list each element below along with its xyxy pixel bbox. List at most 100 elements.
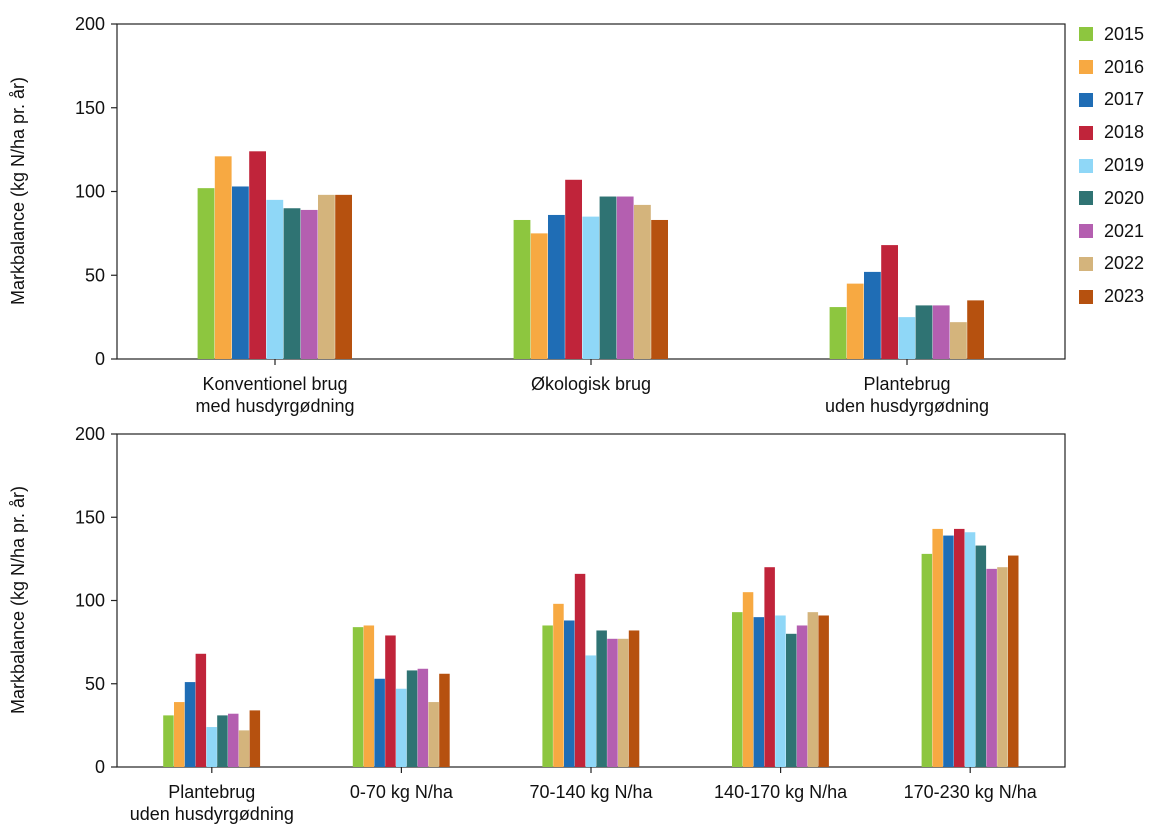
bar-2022 — [238, 730, 250, 767]
bar-2020 — [406, 670, 418, 767]
legend-swatch — [1079, 60, 1093, 75]
x-tick-label: 70-140 kg N/ha — [529, 782, 653, 802]
y-tick-label: 50 — [85, 674, 105, 694]
bar-2019 — [582, 216, 600, 359]
bar-2022 — [807, 612, 819, 767]
legend-item: 2017 — [1079, 84, 1149, 117]
bar-2016 — [174, 702, 185, 767]
x-tick-label: Konventionel brug — [202, 374, 347, 394]
bar-2015 — [921, 553, 933, 767]
bar-2019 — [964, 532, 976, 767]
bar-2016 — [742, 592, 754, 767]
bar-2020 — [217, 715, 228, 767]
legend-swatch — [1079, 256, 1093, 271]
bar-2021 — [607, 638, 618, 767]
bar-2018 — [881, 245, 898, 359]
bar-2016 — [846, 283, 864, 359]
bar-2017 — [374, 678, 385, 767]
bar-2015 — [163, 715, 174, 767]
bar-2018 — [565, 179, 582, 359]
bar-2017 — [864, 271, 881, 359]
x-tick-label: 0-70 kg N/ha — [350, 782, 454, 802]
legend-label: 2017 — [1104, 89, 1145, 110]
x-tick-label: med husdyrgødning — [195, 396, 354, 416]
y-tick-label: 150 — [75, 507, 105, 527]
bar-2023 — [439, 673, 450, 767]
y-tick-label: 200 — [75, 14, 105, 34]
bar-2023 — [967, 300, 984, 359]
bar-2020 — [786, 633, 797, 767]
legend-item: 2015 — [1079, 18, 1149, 51]
legend-item: 2020 — [1079, 182, 1149, 215]
legend-item: 2023 — [1079, 280, 1149, 313]
bottom-bar-chart: 0 50 100 150 200 Markbalance (kg N/ha pr. år)… — [8, 424, 1066, 824]
bar-2021 — [417, 668, 429, 767]
bar-2023 — [818, 615, 829, 767]
chart-legend: 2015 2016 2017 2018 2019 2020 2021 2022 2023 — [1079, 18, 1149, 313]
legend-label: 2015 — [1104, 23, 1145, 44]
bar-2022 — [618, 638, 629, 767]
bar-2018 — [764, 567, 775, 767]
bar-2017 — [232, 186, 249, 359]
bar-2021 — [932, 305, 950, 359]
bar-2020 — [599, 196, 617, 359]
x-tick-label: uden husdyrgødning — [130, 804, 294, 824]
bar-2015 — [542, 625, 553, 767]
x-tick-label: 170-230 kg N/ha — [904, 782, 1038, 802]
bar-2015 — [829, 307, 847, 359]
bar-2020 — [915, 305, 933, 359]
legend-item: 2021 — [1079, 215, 1149, 248]
legend-label: 2020 — [1104, 187, 1145, 208]
legend-label: 2019 — [1104, 155, 1145, 176]
bar-2018 — [954, 528, 965, 767]
y-tick-label: 100 — [75, 591, 105, 611]
bar-2017 — [943, 535, 954, 767]
bar-2016 — [553, 603, 564, 767]
bar-2020 — [283, 208, 301, 359]
legend-label: 2022 — [1104, 253, 1145, 274]
y-tick-label: 50 — [85, 265, 105, 285]
legend-swatch — [1079, 125, 1093, 140]
bar-2016 — [214, 156, 232, 359]
y-tick-label: 100 — [75, 182, 105, 202]
bar-2021 — [228, 713, 239, 767]
bar-2016 — [932, 528, 943, 767]
bar-2017 — [184, 682, 196, 767]
bar-2016 — [530, 233, 548, 359]
legend-item: 2018 — [1079, 116, 1149, 149]
bar-2018 — [385, 635, 396, 767]
y-axis-label: Markbalance (kg N/ha pr. år) — [8, 486, 28, 714]
legend-label: 2021 — [1104, 220, 1145, 241]
bar-2023 — [651, 219, 668, 359]
bar-2015 — [197, 188, 215, 359]
bar-2022 — [428, 702, 439, 767]
bar-2022 — [634, 204, 651, 359]
y-axis-label: Markbalance (kg N/ha pr. år) — [8, 77, 28, 305]
bar-2021 — [300, 209, 318, 359]
bar-2016 — [363, 625, 375, 767]
bar-2015 — [352, 627, 364, 767]
bar-2015 — [513, 219, 531, 359]
bar-2023 — [249, 710, 261, 767]
legend-swatch — [1079, 158, 1093, 173]
x-tick-label: Plantebrug — [168, 782, 255, 802]
legend-item: 2016 — [1079, 51, 1149, 84]
bar-2020 — [975, 545, 987, 767]
bar-2017 — [564, 620, 575, 767]
y-tick-label: 200 — [75, 424, 105, 444]
bar-2021 — [796, 625, 808, 767]
bar-2022 — [950, 322, 967, 359]
bar-2019 — [775, 615, 786, 767]
bar-2018 — [249, 151, 266, 359]
legend-swatch — [1079, 224, 1093, 239]
bar-2019 — [266, 199, 284, 359]
bar-2019 — [585, 655, 597, 767]
x-tick-label: 140-170 kg N/ha — [714, 782, 848, 802]
bar-2022 — [318, 194, 335, 359]
bar-2020 — [596, 630, 607, 767]
y-tick-label: 150 — [75, 98, 105, 118]
bar-2023 — [1008, 555, 1019, 767]
bar-2018 — [574, 573, 586, 767]
bar-2023 — [335, 194, 352, 359]
